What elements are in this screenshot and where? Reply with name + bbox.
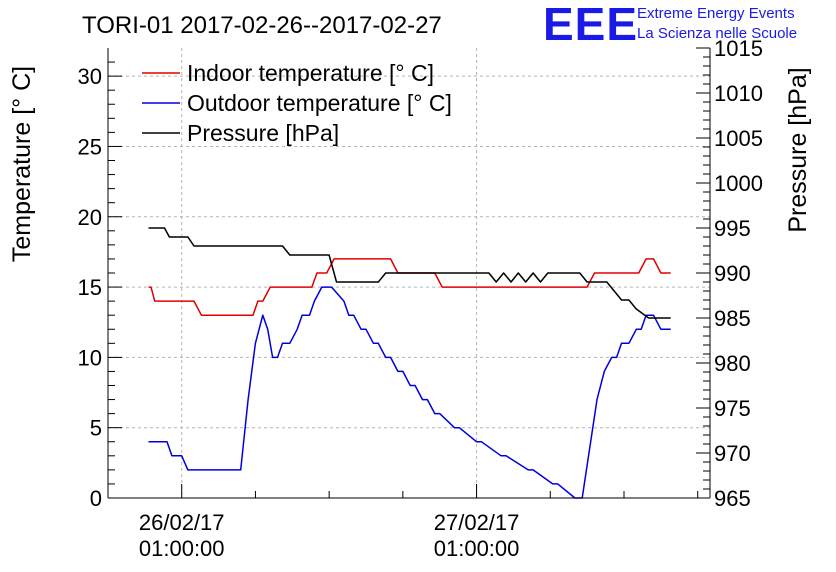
y2-tick-label: 1015	[714, 36, 763, 61]
y-tick-label: 10	[78, 345, 102, 370]
legend-label-pressure: Pressure [hPa]	[187, 120, 339, 146]
y-axis-title: Temperature [° C]	[8, 66, 36, 262]
y-tick-label: 5	[90, 416, 102, 441]
y2-tick-label: 995	[714, 216, 751, 241]
y-tick-label: 30	[78, 64, 102, 89]
y-tick-label: 25	[78, 134, 102, 159]
eee-logo-mark: EEE	[543, 0, 638, 50]
y-tick-label: 20	[78, 205, 102, 230]
x-tick-label-date: 26/02/17	[139, 510, 225, 535]
eee-logo-line1: Extreme Energy Events	[637, 5, 795, 22]
x-tick-label-time: 01:00:00	[139, 536, 225, 561]
y2-tick-label: 985	[714, 306, 751, 331]
y2-tick-label: 970	[714, 441, 751, 466]
y2-tick-label: 1000	[714, 171, 763, 196]
outdoor-temperature-line	[148, 286, 671, 499]
legend: Indoor temperature [° C] Outdoor tempera…	[142, 60, 452, 146]
y2-tick-label: 965	[714, 486, 751, 511]
y2-axis-title: Pressure [hPa]	[784, 67, 812, 232]
y2-tick-label: 980	[714, 351, 751, 376]
x-tick-label-time: 01:00:00	[434, 536, 520, 561]
legend-label-indoor: Indoor temperature [° C]	[187, 60, 434, 86]
y2-tick-label: 1005	[714, 126, 763, 151]
y-tick-label: 15	[78, 275, 102, 300]
y2-tick-label: 1010	[714, 81, 763, 106]
y-tick-label: 0	[90, 486, 102, 511]
eee-logo-line2: La Scienza nelle Scuole	[637, 25, 797, 42]
eee-logo: EEE Extreme Energy Events La Scienza nel…	[543, 0, 797, 50]
indoor-temperature-line	[148, 258, 671, 316]
y2-tick-label: 975	[714, 396, 751, 421]
chart-title: TORI-01 2017-02-26--2017-02-27	[82, 12, 442, 39]
legend-label-outdoor: Outdoor temperature [° C]	[187, 90, 452, 116]
grid	[108, 48, 710, 498]
pressure-line	[148, 227, 671, 319]
series-layer	[148, 227, 671, 499]
tick-labels: 05101520253026/02/1701:00:0027/02/1701:0…	[78, 36, 763, 561]
x-tick-label-date: 27/02/17	[434, 510, 520, 535]
axes	[107, 47, 711, 499]
y2-tick-label: 990	[714, 261, 751, 286]
